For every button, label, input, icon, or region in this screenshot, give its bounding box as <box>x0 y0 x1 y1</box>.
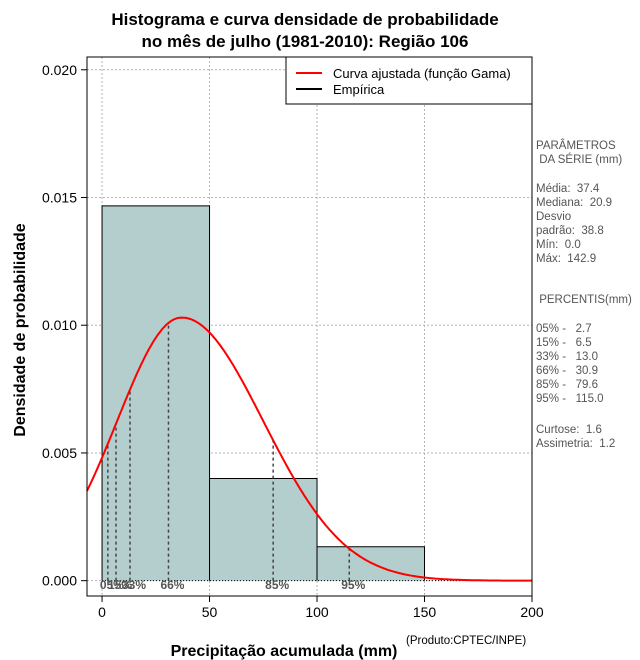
chart-title-line2: no mês de julho (1981-2010): Região 106 <box>142 32 469 51</box>
histogram-bar-outline-0 <box>101 205 211 581</box>
stat-line-0: Curtose: 1.6 <box>536 424 602 436</box>
param-line-1: Mediana: 20.9 <box>536 197 613 209</box>
y-tick-label-3: 0.015 <box>42 189 77 205</box>
param-line-0: Média: 37.4 <box>536 183 600 195</box>
percentil-line-0: 05% - 2.7 <box>536 323 592 335</box>
axes: 0 50 100 150 200 0.000 0.005 0.010 0.015 0.020 <box>42 56 544 620</box>
y-tick-label-0: 0.000 <box>42 573 77 589</box>
percentile-markers: 05%15%33% 66% 85% 95% <box>100 322 366 592</box>
percentile-label-1: 15% <box>108 578 132 592</box>
y-axis-label: Densidade de probabilidade <box>12 223 29 436</box>
param-line-2: Desvio <box>536 211 572 223</box>
legend-curve-label: Curva ajustada (função Gama) <box>333 66 511 81</box>
stat-line-1: Assimetria: 1.2 <box>536 438 616 450</box>
percentile-label-0: 05% <box>100 578 124 592</box>
y-tick-label-1: 0.005 <box>42 445 77 461</box>
percentile-label-4: 85% <box>265 578 289 592</box>
legend-box <box>285 56 533 105</box>
param-line-3: padrão: 38.8 <box>536 225 604 237</box>
percentil-line-3: 66% - 30.9 <box>536 365 599 377</box>
chart-title-line1: Histograma e curva densidade de probabil… <box>111 10 498 29</box>
x-tick-label-2: 100 <box>305 604 329 620</box>
param-line-5: Máx: 142.9 <box>536 253 597 265</box>
x-tick-label-4: 200 <box>520 604 544 620</box>
gamma-curve-layer <box>86 316 532 582</box>
params-title-line2: DA SÉRIE (mm) <box>536 154 623 166</box>
y-tick-label-2: 0.010 <box>42 317 77 333</box>
percentile-label-5: 95% <box>341 578 365 592</box>
histogram-bars <box>101 205 532 582</box>
stats-list: Curtose: 1.6 Assimetria: 1.2 <box>536 423 615 451</box>
params-title: PARÂMETROS DA SÉRIE (mm) <box>536 139 622 167</box>
y-tick-label-4: 0.020 <box>42 62 77 78</box>
percentil-line-5: 95% - 115.0 <box>536 393 604 405</box>
histogram-bar-1 <box>209 478 318 581</box>
percentil-line-1: 15% - 6.5 <box>536 337 592 349</box>
x-axis-label: Precipitação acumulada (mm) <box>171 643 398 660</box>
histogram-bar-outline-2 <box>316 546 426 581</box>
percentis-title: PERCENTIS(mm) <box>536 294 632 306</box>
histogram-bar-0 <box>102 205 210 581</box>
histogram-bar-outline-1 <box>209 477 318 581</box>
percentile-label-3: 66% <box>160 578 184 592</box>
params-list: Média: 37.4 Mediana: 20.9 Desvio padrão: 38… <box>536 182 612 266</box>
percentil-line-2: 33% - 13.0 <box>536 351 599 363</box>
param-line-4: Mín: 0.0 <box>536 239 581 251</box>
params-title-line1: PARÂMETROS <box>536 140 616 152</box>
legend-empirical-label: Empírica <box>333 82 385 97</box>
gamma-curve <box>86 316 532 582</box>
x-tick-label-1: 50 <box>202 604 218 620</box>
percentil-line-4: 85% - 79.6 <box>536 379 599 391</box>
x-tick-label-3: 150 <box>413 604 437 620</box>
credit: (Produto:CPTEC/INPE) <box>406 635 527 647</box>
percentis-list: 05% - 2.7 15% - 6.5 33% - 13.0 66% - 30.9 85… <box>536 322 604 406</box>
percentile-label-2: 33% <box>122 578 146 592</box>
legend: Curva ajustada (função Gama) Empírica <box>285 56 533 105</box>
x-tick-label-0: 0 <box>98 604 106 620</box>
